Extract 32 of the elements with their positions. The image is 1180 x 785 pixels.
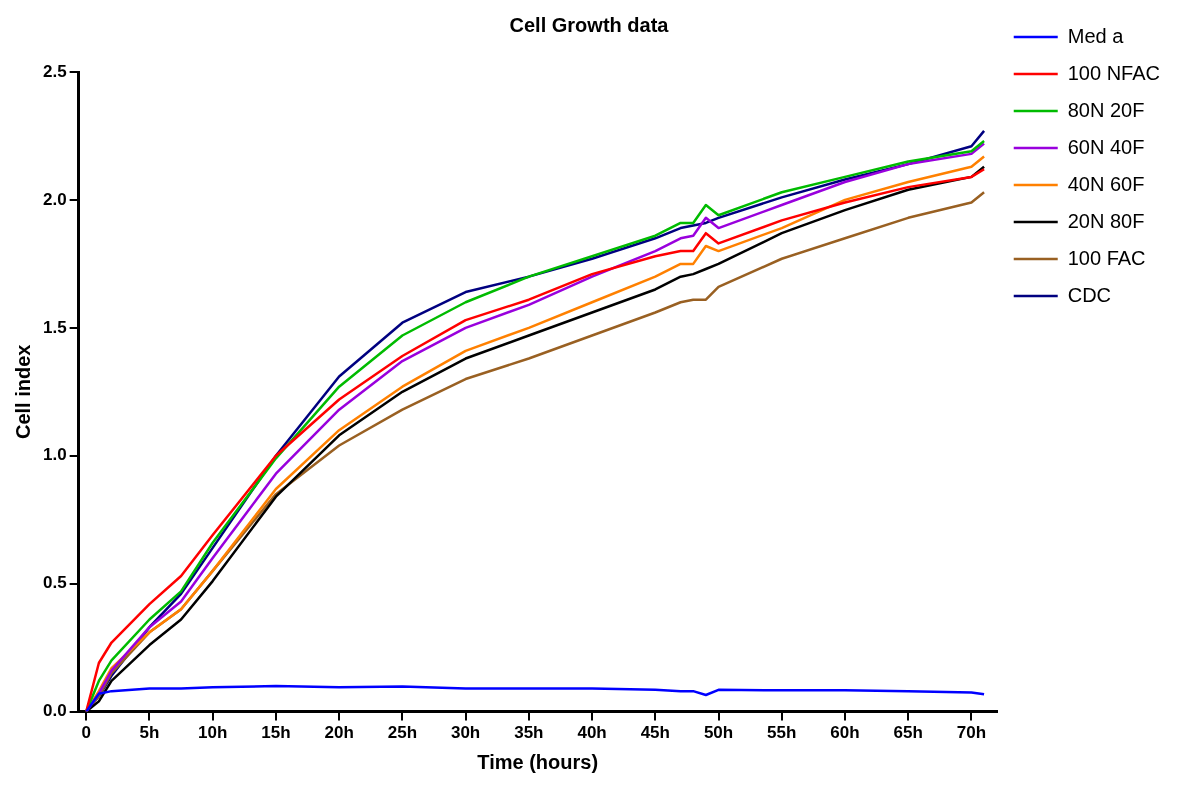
y-tick-label: 1.0 bbox=[42, 445, 67, 465]
x-axis-title: Time (hours) bbox=[477, 750, 599, 773]
x-tick-label: 55h bbox=[767, 723, 797, 743]
chart-title: Cell Growth data bbox=[509, 13, 670, 36]
x-tick-label: 70h bbox=[956, 723, 987, 743]
x-tick-label: 60h bbox=[830, 723, 860, 743]
y-tick-label: 0.5 bbox=[42, 573, 67, 593]
x-tick-label: 5h bbox=[139, 723, 160, 743]
legend-label: 60N 40F bbox=[1067, 135, 1145, 158]
x-tick-label: 15h bbox=[261, 723, 291, 743]
x-tick-label: 50h bbox=[703, 723, 734, 743]
x-tick-label: 45h bbox=[640, 723, 670, 743]
legend-label: 80N 20F bbox=[1067, 98, 1145, 121]
legend-label: CDC bbox=[1067, 283, 1112, 306]
legend-label: 20N 80F bbox=[1067, 209, 1145, 232]
y-tick-label: 0.0 bbox=[42, 701, 67, 721]
y-tick-label: 2.5 bbox=[42, 61, 67, 81]
y-tick-label: 1.5 bbox=[42, 317, 67, 337]
x-tick-label: 40h bbox=[577, 723, 607, 743]
legend-label: 100 NFAC bbox=[1067, 61, 1160, 84]
x-tick-label: 20h bbox=[324, 723, 354, 743]
x-tick-label: 10h bbox=[198, 723, 228, 743]
legend-label: Med a bbox=[1067, 24, 1125, 47]
legend-label: 100 FAC bbox=[1067, 246, 1146, 269]
x-tick-label: 0 bbox=[81, 723, 91, 743]
y-tick-label: 2.0 bbox=[42, 189, 67, 209]
y-axis-title: Cell index bbox=[11, 344, 34, 440]
x-tick-label: 35h bbox=[514, 723, 544, 743]
x-tick-label: 25h bbox=[387, 723, 418, 743]
legend-label: 40N 60F bbox=[1067, 172, 1145, 195]
x-tick-label: 30h bbox=[450, 723, 481, 743]
x-tick-label: 65h bbox=[893, 723, 923, 743]
